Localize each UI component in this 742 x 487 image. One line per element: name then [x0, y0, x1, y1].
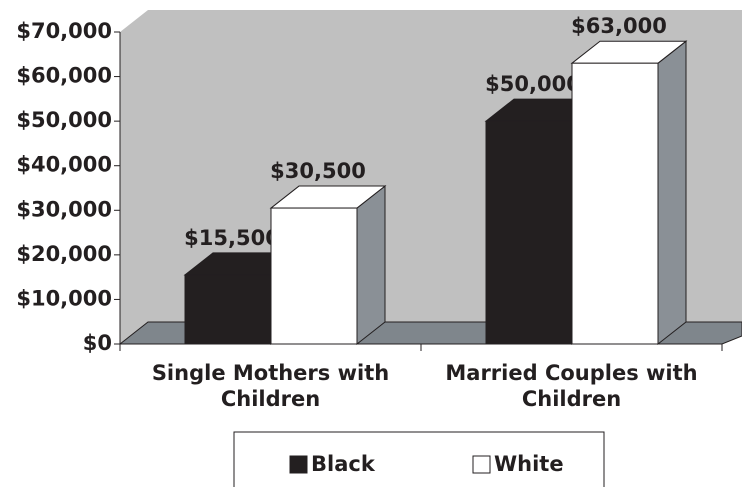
- bar: [571, 62, 659, 345]
- value-label: $15,500: [184, 226, 280, 250]
- legend-label: White: [494, 452, 564, 476]
- bar-side: [657, 40, 687, 346]
- y-tick-label: $30,000: [16, 197, 112, 221]
- x-tick-label: Single Mothers with Children: [151, 361, 390, 411]
- legend-swatch: [472, 455, 491, 474]
- y-tick-label: $10,000: [16, 286, 112, 310]
- legend-label: Black: [311, 452, 376, 476]
- bar: [485, 120, 573, 345]
- y-tick-label: $40,000: [16, 153, 112, 177]
- x-tick-label: Married Couples with Children: [445, 361, 698, 411]
- bar-side: [356, 185, 386, 346]
- y-tick-label: $60,000: [16, 64, 112, 88]
- value-label: $30,500: [270, 159, 366, 183]
- legend-swatch: [289, 455, 308, 474]
- y-tick-label: $70,000: [16, 19, 112, 43]
- bar: [270, 207, 358, 345]
- y-tick-label: $50,000: [16, 108, 112, 132]
- value-label: $63,000: [571, 14, 667, 38]
- y-tick-label: $20,000: [16, 242, 112, 266]
- y-tick-label: $0: [83, 331, 112, 355]
- bar: [184, 274, 272, 345]
- value-label: $50,000: [485, 72, 581, 96]
